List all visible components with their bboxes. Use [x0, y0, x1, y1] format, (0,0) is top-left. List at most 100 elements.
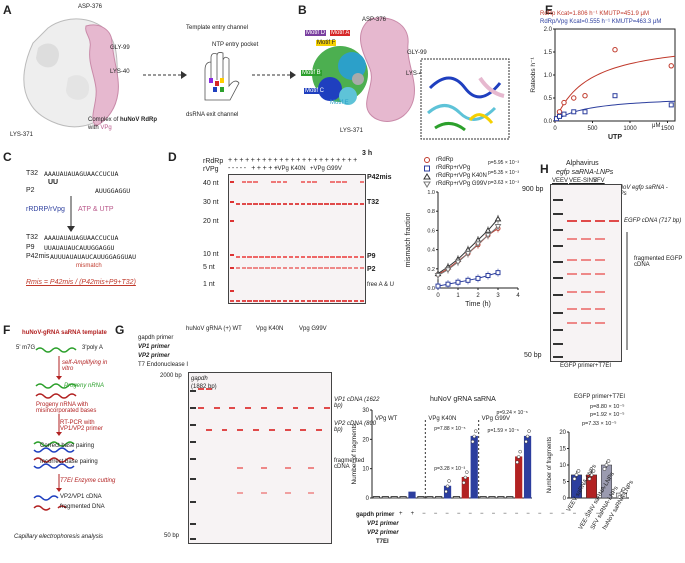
gel-band [330, 267, 335, 270]
gel-band [288, 300, 294, 303]
d-marker-5: 5 nt [203, 264, 215, 271]
gel-band [342, 203, 347, 206]
c-p9-label: P9 [26, 244, 35, 251]
h-fragmented: fragmented EGFP cDNA [634, 256, 683, 268]
gel-band [284, 492, 291, 494]
gel-band [306, 181, 312, 184]
g-point [470, 439, 475, 444]
h-point [572, 477, 577, 481]
gel-band [594, 273, 606, 275]
panel-a-residue-gly99: GLY-99 [110, 45, 130, 51]
d-point [454, 259, 462, 266]
gel-band [247, 300, 252, 303]
panel-a-residue-asp376: ASP-376 [78, 4, 103, 10]
gel-band [552, 213, 564, 216]
gel-band [253, 181, 258, 184]
f-correct: Correct base pairing [40, 443, 95, 449]
gel-band [229, 290, 235, 293]
g-point [444, 489, 448, 494]
gel-band [260, 466, 267, 469]
gel-band [342, 267, 347, 270]
g-row-vp2: VP2 primer [138, 353, 170, 359]
d-x-tick-label: 1 [456, 293, 460, 299]
d-x-tick-label: 0 [436, 293, 440, 299]
panel-a-residue-lys371: LYS-371 [10, 132, 33, 138]
gel-band [271, 181, 276, 184]
gel-band [294, 267, 300, 270]
gel-band [247, 181, 252, 184]
f-polya: 3'poly A [82, 345, 103, 351]
h-point [576, 469, 581, 473]
h-pvalue-1: p=8.80 × 10⁻⁵ [590, 404, 625, 410]
gel-band [308, 492, 315, 494]
h-fragment-bracket [626, 232, 628, 350]
d-marker-40: 40 nt [203, 180, 219, 187]
g-point [465, 470, 469, 474]
gel-band [229, 181, 235, 184]
gel-band [566, 258, 578, 261]
g-frag-label: fragmented cDNA [334, 458, 365, 470]
gel-band [353, 255, 359, 258]
d-row-rvpg: rVPg [203, 166, 219, 173]
panel-b-dashed-arrow [252, 71, 296, 79]
d-legend-markers [423, 157, 431, 188]
gel-band [189, 522, 196, 525]
gel-band [197, 407, 204, 409]
gel-band [205, 388, 212, 391]
d-point [465, 277, 471, 283]
g-point [447, 479, 451, 483]
f-step2: RT-PCR with VP1/VP2 primer [60, 420, 104, 432]
gel-band [306, 300, 312, 303]
g-point [524, 439, 528, 444]
g-bar [452, 496, 461, 499]
c-uu: UU [48, 179, 59, 186]
d-marker-10: 10 nt [203, 251, 219, 258]
d-point [435, 283, 441, 289]
c-t32-label: T32 [26, 170, 39, 177]
d-band-free: free A & U [367, 282, 395, 288]
g-point [463, 475, 468, 480]
d-point [434, 273, 442, 280]
h-lane-veev: VEEV [552, 178, 569, 184]
h-point [574, 473, 579, 477]
g-point [445, 484, 450, 489]
d-x-tick-label: 2 [476, 293, 480, 299]
gel-band [235, 267, 241, 270]
g-group-wt: huNoV gRNA (+) WT [186, 326, 242, 332]
g-point [515, 460, 519, 464]
f-cdna: VP2/VP1 cDNA [60, 494, 102, 500]
gel-band [347, 267, 353, 270]
gel-band [229, 300, 235, 303]
g-bar [497, 496, 505, 499]
gel-band [318, 203, 323, 206]
gel-band [253, 429, 260, 432]
gel-band [288, 255, 294, 258]
f-final: Capillary electrophoresis analysis [14, 534, 104, 540]
gel-band [253, 255, 258, 258]
g-bar [426, 496, 434, 499]
gel-band [260, 407, 267, 409]
panel-a-caption-2: with VPg [88, 125, 112, 131]
e-point [612, 47, 618, 53]
g-y-tick-label: 10 [362, 467, 369, 473]
gel-band [566, 322, 578, 325]
gel-band [552, 199, 564, 202]
h-pvalue-3: p=7.33 × 10⁻⁵ [582, 421, 617, 427]
h-title-1: Alphavirus [566, 160, 599, 167]
gel-band [241, 300, 247, 303]
d-point [444, 267, 452, 274]
gel-band [324, 255, 329, 258]
gel-band [288, 203, 294, 206]
gel-band [566, 273, 578, 275]
f-incorrect: Incorrect base pairing [40, 459, 98, 465]
gel-band [229, 267, 235, 270]
h-y-tick-label: 5 [563, 480, 567, 486]
gel-band [336, 203, 341, 206]
e-x-tick-label: 1500 [661, 126, 675, 132]
gel-band [241, 267, 247, 270]
gel-band [241, 181, 247, 184]
channel-dsrna-exit: dsRNA exit channel [186, 112, 239, 118]
e-point [582, 93, 588, 99]
motif-f-label: Motif F [316, 40, 337, 46]
gel-band [241, 203, 247, 206]
